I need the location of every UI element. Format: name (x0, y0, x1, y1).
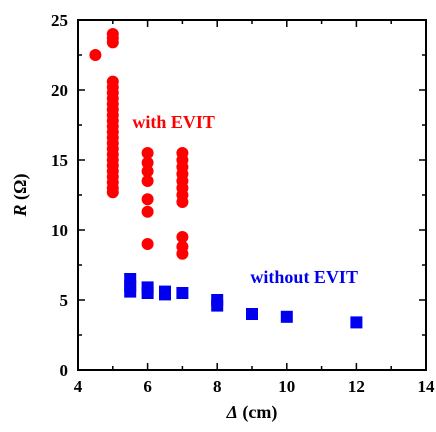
y-tick-label: 25 (51, 11, 68, 30)
data-point (350, 316, 363, 329)
x-axis-label: Δ (cm) (226, 402, 278, 423)
y-tick-label: 10 (51, 221, 68, 240)
y-tick-label: 20 (51, 81, 68, 100)
annotation-with-evit: with EVIT (132, 112, 215, 132)
data-point (141, 165, 154, 178)
data-point (141, 287, 154, 299)
x-tick-label: 6 (143, 377, 152, 396)
y-tick-label: 15 (51, 151, 68, 170)
x-tick-label: 4 (74, 377, 83, 396)
y-axis-label: R (Ω) (10, 174, 31, 218)
with-evit-series (89, 28, 189, 260)
data-point (124, 285, 137, 298)
x-tick-label: 8 (213, 377, 222, 396)
data-point (141, 193, 154, 206)
data-point (141, 147, 154, 159)
data-point (159, 288, 171, 301)
x-tick-label: 10 (278, 377, 295, 396)
data-point (106, 186, 119, 199)
data-point (246, 308, 258, 320)
data-point (176, 287, 189, 299)
data-point (89, 49, 102, 61)
x-axis-unit: (cm) (238, 402, 277, 423)
data-point (280, 310, 293, 323)
data-point (211, 299, 224, 312)
y-axis-variable: R (10, 204, 30, 217)
data-point (141, 175, 154, 187)
data-point (141, 238, 154, 250)
data-point (176, 196, 189, 208)
y-axis-unit: (Ω) (10, 174, 31, 205)
x-tick-label: 12 (348, 377, 365, 396)
data-point (176, 247, 189, 260)
x-axis-variable: Δ (226, 402, 238, 422)
y-tick-label: 5 (60, 291, 69, 310)
y-tick-label: 0 (60, 361, 69, 380)
axis-ticks: 4 6 8 10 12 14 0 5 10 15 20 25 (51, 11, 435, 396)
data-point (176, 231, 189, 243)
annotation-without-evit: without EVIT (250, 267, 358, 287)
x-tick-label: 14 (418, 377, 436, 396)
data-point (141, 156, 154, 169)
data-point (141, 205, 154, 218)
without-evit-series (124, 273, 363, 329)
data-point (106, 36, 119, 49)
